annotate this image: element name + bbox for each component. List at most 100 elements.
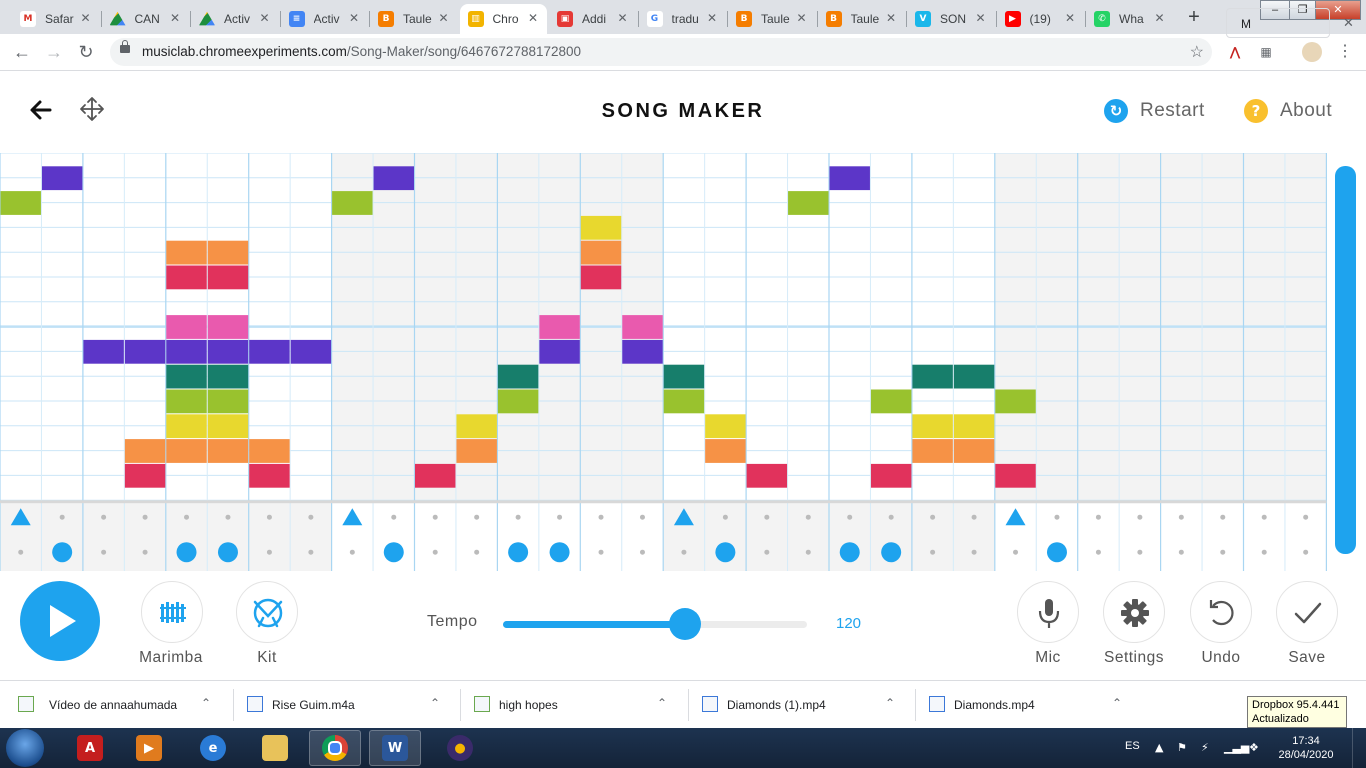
close-tab-icon[interactable]: ✕ — [1154, 11, 1165, 25]
close-tab-icon[interactable]: ✕ — [80, 11, 91, 25]
pdf-extension-icon[interactable]: ⋀ — [1230, 45, 1240, 59]
browser-tab[interactable]: ▶ (19) ✕ — [997, 4, 1085, 34]
close-tab-icon[interactable]: ✕ — [885, 11, 896, 25]
chevron-up-icon[interactable]: ⌃ — [1112, 696, 1123, 710]
mic-button[interactable] — [1017, 581, 1079, 643]
tempo-slider-fill — [503, 621, 686, 628]
download-item[interactable]: high hopes ⌃ — [474, 681, 674, 729]
profile-avatar[interactable] — [1302, 42, 1322, 62]
url-text: musiclab.chromeexperiments.com/Song-Make… — [142, 44, 581, 59]
close-tab-icon[interactable]: ✕ — [438, 11, 449, 25]
restart-button[interactable]: ↻ Restart — [1104, 99, 1205, 123]
show-desktop-button[interactable] — [1352, 728, 1366, 768]
chevron-up-icon[interactable]: ⌃ — [201, 696, 212, 710]
melody-note — [290, 339, 332, 364]
taskbar-internet-explorer[interactable]: e — [187, 730, 239, 766]
close-tab-icon[interactable]: ✕ — [259, 11, 270, 25]
melody-note — [83, 339, 124, 364]
browser-tab[interactable]: V SON ✕ — [907, 4, 995, 34]
taskbar-file-explorer[interactable] — [249, 730, 301, 766]
close-tab-icon[interactable]: ✕ — [975, 11, 986, 25]
chevron-up-icon[interactable]: ⌃ — [657, 696, 668, 710]
close-tab-icon[interactable]: ✕ — [527, 11, 538, 25]
taskbar-clock[interactable]: 17:34 28/04/2020 — [1276, 734, 1336, 762]
empty-drum-cell — [1178, 549, 1184, 555]
chevron-up-icon[interactable]: ⌃ — [885, 696, 896, 710]
browser-tab[interactable]: B Taule ✕ — [728, 4, 816, 34]
save-button[interactable] — [1276, 581, 1338, 643]
close-tab-icon[interactable]: ✕ — [706, 11, 717, 25]
drum-circle-note — [217, 542, 238, 563]
close-downloads-icon[interactable]: ✕ — [1343, 15, 1354, 30]
empty-drum-cell — [266, 549, 272, 555]
browser-tab[interactable]: ≡ Activ ✕ — [281, 4, 369, 34]
undo-button[interactable] — [1190, 581, 1252, 643]
show-all-downloads-button[interactable]: M — [1226, 8, 1330, 38]
melody-note — [705, 439, 746, 463]
start-button[interactable] — [6, 729, 44, 767]
taskbar-app[interactable]: ● — [434, 730, 486, 766]
address-bar[interactable]: musiclab.chromeexperiments.com/Song-Make… — [110, 38, 1212, 66]
close-tab-icon[interactable]: ✕ — [617, 11, 628, 25]
back-arrow-icon[interactable]: ← — [13, 42, 31, 62]
tab-favicon-icon: V — [915, 11, 931, 27]
settings-button[interactable] — [1103, 581, 1165, 643]
empty-drum-cell — [764, 514, 770, 520]
download-item[interactable]: Rise Guim.m4a ⌃ — [247, 681, 447, 729]
browser-tab[interactable]: B Taule ✕ — [370, 4, 458, 34]
browser-tab[interactable]: Activ ✕ — [191, 4, 279, 34]
tempo-slider-handle[interactable] — [669, 608, 702, 640]
forward-arrow-icon[interactable]: → — [45, 42, 63, 62]
dropbox-tray-icon[interactable]: ❖ — [1249, 741, 1259, 754]
download-item[interactable]: Diamonds.mp4 ⌃ — [929, 681, 1129, 729]
browser-tab[interactable]: ✆ Wha ✕ — [1086, 4, 1174, 34]
tab-title: Safar — [45, 12, 74, 26]
reload-icon[interactable]: ↻ — [78, 42, 94, 62]
browser-tab[interactable]: ▥ Chro ✕ — [459, 4, 547, 34]
close-window-button[interactable]: ✕ — [1315, 0, 1361, 20]
star-icon[interactable]: ☆ — [1189, 44, 1204, 61]
move-icon[interactable] — [78, 95, 106, 123]
language-indicator[interactable]: ES — [1125, 740, 1140, 752]
play-button[interactable] — [20, 581, 100, 661]
close-tab-icon[interactable]: ✕ — [169, 11, 180, 25]
taskbar-acrobat[interactable]: A — [64, 730, 116, 766]
dropbox-tooltip: Dropbox 95.4.441 Actualizado — [1247, 696, 1347, 728]
tempo-slider[interactable] — [503, 608, 807, 640]
tab-separator — [100, 11, 102, 27]
melody-note — [497, 389, 539, 414]
browser-tab[interactable]: ▣ Addi ✕ — [549, 4, 637, 34]
flag-icon[interactable]: ⚑ — [1177, 741, 1187, 754]
about-button[interactable]: ? About — [1244, 99, 1332, 123]
taskbar-word[interactable]: W — [369, 730, 421, 766]
browser-tab[interactable]: B Taule ✕ — [818, 4, 906, 34]
tray-expand-icon[interactable]: ▲ — [1155, 741, 1164, 754]
song-grid[interactable] — [0, 153, 1328, 571]
empty-drum-cell — [184, 514, 190, 520]
browser-tab[interactable]: CAN ✕ — [102, 4, 190, 34]
empty-drum-cell — [59, 514, 65, 520]
download-item[interactable]: Vídeo de annaahumada ⌃ — [18, 681, 218, 729]
browser-tab[interactable]: M Safar ✕ — [12, 4, 100, 34]
power-icon[interactable]: ⚡ — [1201, 741, 1209, 754]
apps-extension-icon[interactable]: ▦ — [1260, 45, 1272, 59]
taskbar-chrome[interactable] — [309, 730, 361, 766]
tab-favicon-icon: ≡ — [288, 11, 305, 27]
kit-button[interactable] — [236, 581, 298, 643]
close-tab-icon[interactable]: ✕ — [1064, 11, 1075, 25]
melody-note — [124, 339, 166, 364]
drum-circle-note — [881, 542, 902, 563]
marimba-button[interactable] — [141, 581, 203, 643]
menu-icon[interactable]: ⋮ — [1337, 43, 1353, 60]
close-tab-icon[interactable]: ✕ — [796, 11, 807, 25]
network-icon[interactable]: ▁▃▅ — [1224, 741, 1250, 754]
grid-scrollbar[interactable] — [1335, 166, 1356, 554]
close-tab-icon[interactable]: ✕ — [348, 11, 359, 25]
download-item[interactable]: Diamonds (1).mp4 ⌃ — [702, 681, 902, 729]
gear-icon — [1121, 599, 1149, 627]
back-arrow-icon[interactable] — [28, 97, 54, 123]
new-tab-button[interactable]: + — [1188, 6, 1200, 28]
taskbar-media-player[interactable]: ▶ — [123, 730, 175, 766]
chevron-up-icon[interactable]: ⌃ — [430, 696, 441, 710]
